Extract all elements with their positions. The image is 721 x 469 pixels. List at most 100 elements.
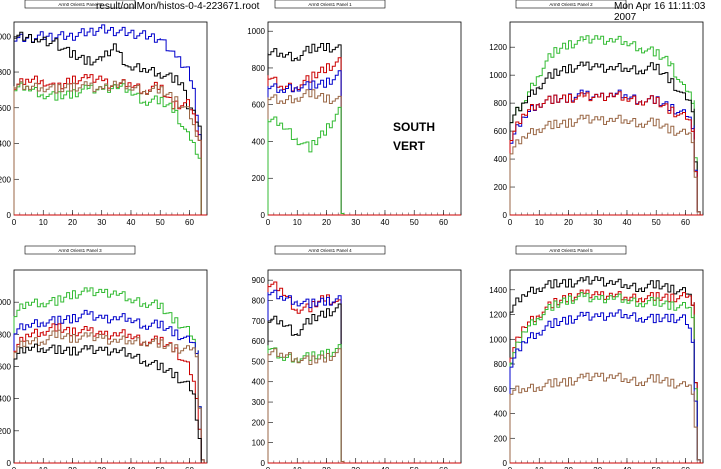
y-tick-label: 0 [7,211,12,220]
series-line [13,31,205,216]
y-tick-label: 600 [494,127,508,136]
y-tick-label: 100 [252,439,266,448]
y-tick-label: 800 [252,64,266,73]
panel-title-box [274,245,386,255]
panel-title-box [274,0,386,9]
x-tick-label: 30 [593,218,602,227]
x-tick-label: 20 [68,466,77,469]
y-tick-label: 400 [494,155,508,164]
x-tick-label: 10 [535,466,544,469]
series-line [13,287,205,463]
y-tick-label: 300 [252,398,266,407]
y-tick-label: 600 [0,363,12,372]
y-tick-label: 600 [0,104,12,113]
panel-title: Arm0 Orient1 Panel 5 [549,248,593,253]
x-tick-label: 60 [185,466,194,469]
x-tick-label: 30 [351,218,360,227]
y-tick-label: 800 [0,330,12,339]
y-tick-label: 0 [503,211,508,220]
panel-title-box [24,0,136,9]
y-tick-label: 800 [494,99,508,108]
x-tick-label: 50 [410,466,419,469]
x-tick-label: 40 [381,218,390,227]
series-line [13,343,205,464]
series-line [267,281,345,463]
y-tick-label: 1000 [489,335,507,344]
x-tick-label: 0 [12,466,17,469]
series-line [13,329,205,463]
y-tick-label: 400 [0,140,12,149]
series-line [13,79,205,216]
y-tick-label: 400 [252,137,266,146]
series-line [509,35,701,215]
x-tick-label: 60 [681,218,690,227]
y-tick-label: 200 [0,427,12,436]
x-tick-label: 40 [127,218,136,227]
series-line [509,372,701,463]
x-tick-label: 10 [293,466,302,469]
panel-title: Arm0 Orient1 Panel 4 [308,248,352,253]
y-tick-label: 1000 [0,298,12,307]
x-tick-label: 30 [97,466,106,469]
series-line [267,89,345,215]
series-line [13,74,205,216]
y-tick-label: 400 [494,410,508,419]
y-tick-label: 600 [252,101,266,110]
x-tick-label: 20 [322,218,331,227]
series-line [267,344,345,463]
x-tick-label: 20 [68,218,77,227]
series-line [509,289,701,463]
y-tick-label: 1200 [489,311,507,320]
x-tick-label: 50 [156,466,165,469]
x-tick-label: 40 [381,466,390,469]
x-tick-label: 50 [410,218,419,227]
x-tick-label: 20 [564,466,573,469]
panel-title: Arm0 Orient1 Panel 3 [58,248,102,253]
y-tick-label: 200 [252,418,266,427]
y-tick-label: 200 [494,183,508,192]
y-tick-label: 1000 [247,27,265,36]
series-line [267,70,345,215]
x-tick-label: 40 [127,466,136,469]
series-line [509,89,701,215]
x-tick-label: 40 [623,466,632,469]
x-tick-label: 60 [439,218,448,227]
x-tick-label: 0 [266,218,271,227]
panel-title: Arm0 Orient1 Panel 1 [308,2,352,7]
timestamp-label: Mon Apr 16 11:11:03 2007 [614,1,706,23]
y-tick-label: 1000 [0,32,12,41]
y-tick-label: 0 [7,459,12,468]
series-line [267,303,345,463]
series-line [267,57,345,215]
y-tick-label: 800 [252,296,266,305]
series-line [509,114,701,215]
series-line [509,61,701,215]
x-tick-label: 60 [185,218,194,227]
x-tick-label: 20 [564,218,573,227]
x-tick-label: 0 [508,466,513,469]
y-tick-label: 500 [252,357,266,366]
x-tick-label: 0 [266,466,271,469]
x-tick-label: 0 [508,218,513,227]
series-line [13,24,205,216]
x-tick-label: 20 [322,466,331,469]
y-tick-label: 1000 [489,71,507,80]
panel-title: Arm0 Orient1 Panel 2 [549,2,593,7]
series-line [509,91,701,215]
panel-title: Arm0 Orient1 Panel 0 [58,2,102,7]
x-tick-label: 10 [293,218,302,227]
plot-frame [13,269,208,464]
plot-frame [267,21,462,216]
y-tick-label: 0 [261,211,266,220]
series-line [13,309,205,463]
x-tick-label: 10 [39,466,48,469]
south-label: SOUTH [393,120,435,134]
y-tick-label: 600 [252,337,266,346]
x-tick-label: 10 [535,218,544,227]
x-tick-label: 0 [12,218,17,227]
x-tick-label: 30 [593,466,602,469]
x-tick-label: 60 [681,466,690,469]
series-line [267,348,345,463]
series-line [267,106,345,215]
